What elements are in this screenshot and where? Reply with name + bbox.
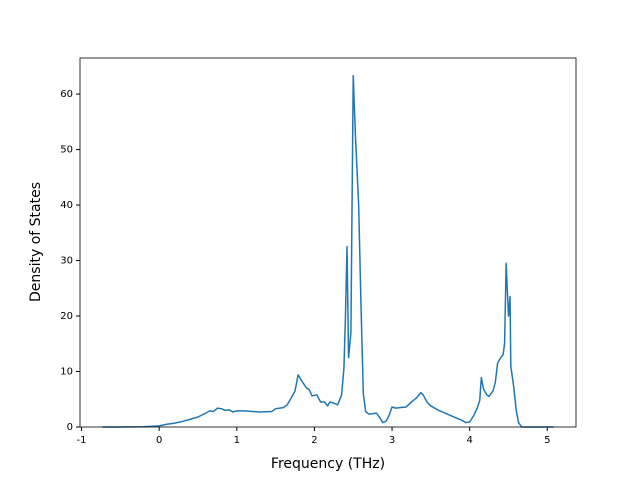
x-tick-label: -1 (77, 435, 87, 446)
y-tick-label: 40 (60, 200, 73, 211)
x-tick-label: 2 (311, 435, 317, 446)
x-axis-label: Frequency (THz) (271, 456, 385, 472)
y-tick-label: 30 (60, 256, 73, 267)
x-tick-label: 5 (544, 435, 550, 446)
y-tick-label: 50 (60, 145, 73, 156)
y-tick-label: 10 (60, 367, 73, 378)
x-tick-label: 1 (234, 435, 240, 446)
y-axis-label: Density of States (28, 182, 44, 302)
plot-frame (79, 57, 577, 428)
y-tick-label: 20 (60, 311, 73, 322)
y-tick-label: 0 (67, 422, 73, 433)
x-tick-label: 0 (156, 435, 162, 446)
x-tick-label: 4 (466, 435, 472, 446)
x-tick-label: 3 (389, 435, 395, 446)
line (102, 75, 554, 428)
y-tick-label: 60 (60, 89, 73, 100)
